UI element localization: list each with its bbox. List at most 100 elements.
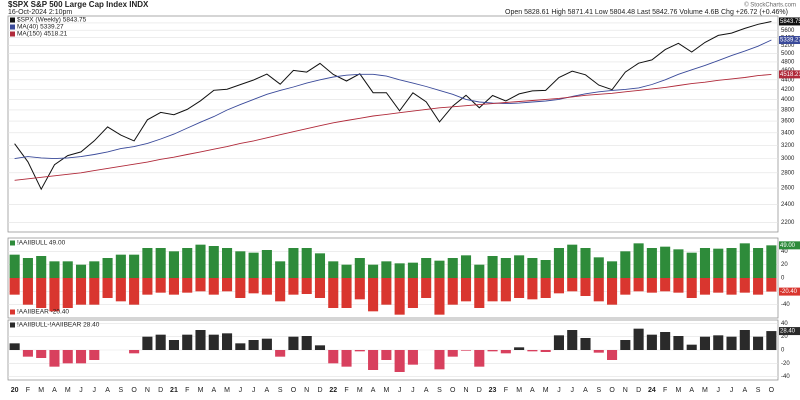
bar [699,278,711,295]
bar [62,278,73,308]
bar [222,248,233,278]
x-tick-label: S [756,387,761,394]
x-tick-label: D [317,387,322,394]
x-tick-label: F [663,387,667,394]
bar [248,252,259,278]
bar [673,278,684,293]
bar [368,264,379,278]
bar [49,278,60,312]
bar [235,343,246,350]
x-tick-label: A [583,387,588,394]
bar [89,261,100,278]
bar [726,278,737,295]
y-tick-label: -40 [781,374,790,380]
bar [660,246,671,278]
bar [49,350,60,367]
price-line [14,73,772,181]
bar [288,278,299,295]
bar [9,254,20,278]
bar [487,350,498,352]
y-tick-label: 2600 [781,186,795,192]
bar [235,251,246,278]
bar [607,350,618,360]
x-tick-label: S [119,387,124,394]
x-tick-label: M [224,387,230,394]
x-tick-label: J [730,387,734,394]
bar [540,278,551,298]
bar [261,278,272,295]
bar [381,261,392,278]
quote: Open 5828.61 High 5871.41 Low 5804.48 La… [505,9,788,16]
bar [620,340,631,350]
price-line [14,21,772,191]
bar [766,278,777,292]
x-tick-label: M [198,387,204,394]
x-tick-label: M [357,387,363,394]
last-value-box [779,241,800,250]
bar [434,350,445,370]
bar [314,253,326,278]
bar [208,334,219,350]
bar [9,343,20,350]
x-tick-label: M [38,387,44,394]
bar [460,255,472,278]
y-tick-label: 3000 [781,156,795,162]
y-tick-label: 5600 [781,28,795,34]
last-value-box [779,17,800,26]
bar [607,261,618,278]
x-tick-label: O [131,387,137,394]
x-tick-label: A [742,387,747,394]
y-tick-label: 5200 [781,43,795,49]
bar [407,278,418,308]
bar [474,278,485,308]
bar [36,350,47,358]
bar [500,258,511,278]
x-tick-label: N [623,387,628,394]
bar [142,336,153,350]
bar [22,258,33,278]
last-value-label: -20.40 [780,289,798,295]
bar [102,258,113,278]
bar [580,278,591,296]
bar [607,278,618,305]
bar [75,264,87,278]
bar [407,350,418,365]
bar [328,350,339,364]
bar [514,347,525,350]
bar [673,249,684,278]
bar [739,278,750,293]
y-tick-label: -40 [781,302,790,308]
bar [22,278,33,305]
bar [248,340,259,350]
bar [208,278,219,295]
price-line [14,39,772,160]
bar [460,350,472,351]
bar [368,350,379,370]
y-tick-label: 3600 [781,119,795,125]
bar [129,254,140,278]
x-tick-label: D [477,387,482,394]
bar [527,278,538,300]
bar [686,344,697,350]
x-tick-label: J [398,387,402,394]
bar [261,250,272,278]
bar [434,278,445,315]
bar [341,264,352,278]
bar [514,278,525,298]
x-tick-label: F [344,387,348,394]
bar [567,244,578,278]
legend-swatch [10,17,15,23]
y-tick-label: 20 [781,262,788,268]
bar [460,278,472,302]
x-tick-label: 23 [489,387,497,394]
bar [686,278,697,298]
bar [646,278,657,293]
bar [421,258,432,278]
y-tick-label: 3800 [781,108,795,114]
bar [182,248,193,278]
x-tick-label: 21 [170,387,178,394]
y-tick-label: 3200 [781,143,795,149]
bar [142,248,153,278]
y-tick-label: 2800 [781,170,795,176]
bar [766,331,777,350]
